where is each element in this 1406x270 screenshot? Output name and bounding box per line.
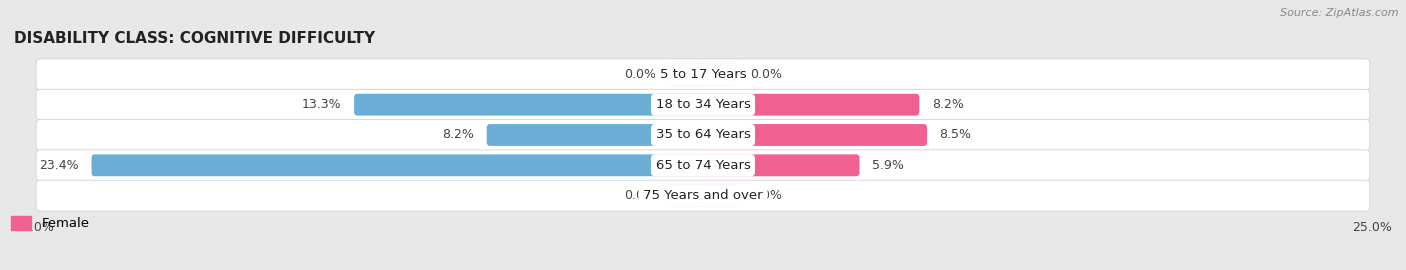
Text: 25.0%: 25.0% bbox=[14, 221, 53, 234]
FancyBboxPatch shape bbox=[700, 185, 737, 207]
Text: 8.2%: 8.2% bbox=[932, 98, 963, 111]
Legend: Male, Female: Male, Female bbox=[0, 211, 94, 235]
Text: DISABILITY CLASS: COGNITIVE DIFFICULTY: DISABILITY CLASS: COGNITIVE DIFFICULTY bbox=[14, 31, 375, 46]
Text: 75 Years and over: 75 Years and over bbox=[643, 189, 763, 202]
Text: 5.9%: 5.9% bbox=[872, 159, 904, 172]
FancyBboxPatch shape bbox=[37, 120, 1369, 150]
Text: 35 to 64 Years: 35 to 64 Years bbox=[655, 129, 751, 141]
FancyBboxPatch shape bbox=[37, 180, 1369, 211]
Text: Source: ZipAtlas.com: Source: ZipAtlas.com bbox=[1281, 8, 1399, 18]
FancyBboxPatch shape bbox=[37, 59, 1369, 90]
FancyBboxPatch shape bbox=[669, 185, 706, 207]
Text: 0.0%: 0.0% bbox=[749, 68, 782, 81]
FancyBboxPatch shape bbox=[37, 150, 1369, 181]
Text: 0.0%: 0.0% bbox=[749, 189, 782, 202]
FancyBboxPatch shape bbox=[669, 63, 706, 85]
FancyBboxPatch shape bbox=[91, 154, 706, 176]
Text: 65 to 74 Years: 65 to 74 Years bbox=[655, 159, 751, 172]
Text: 5 to 17 Years: 5 to 17 Years bbox=[659, 68, 747, 81]
FancyBboxPatch shape bbox=[700, 63, 737, 85]
FancyBboxPatch shape bbox=[354, 94, 706, 116]
Text: 23.4%: 23.4% bbox=[39, 159, 79, 172]
Text: 8.5%: 8.5% bbox=[939, 129, 972, 141]
Text: 18 to 34 Years: 18 to 34 Years bbox=[655, 98, 751, 111]
Text: 8.2%: 8.2% bbox=[443, 129, 474, 141]
Text: 25.0%: 25.0% bbox=[1353, 221, 1392, 234]
FancyBboxPatch shape bbox=[700, 94, 920, 116]
FancyBboxPatch shape bbox=[486, 124, 706, 146]
Text: 0.0%: 0.0% bbox=[624, 68, 657, 81]
FancyBboxPatch shape bbox=[700, 124, 927, 146]
Text: 0.0%: 0.0% bbox=[624, 189, 657, 202]
FancyBboxPatch shape bbox=[37, 89, 1369, 120]
FancyBboxPatch shape bbox=[700, 154, 859, 176]
Text: 13.3%: 13.3% bbox=[302, 98, 342, 111]
